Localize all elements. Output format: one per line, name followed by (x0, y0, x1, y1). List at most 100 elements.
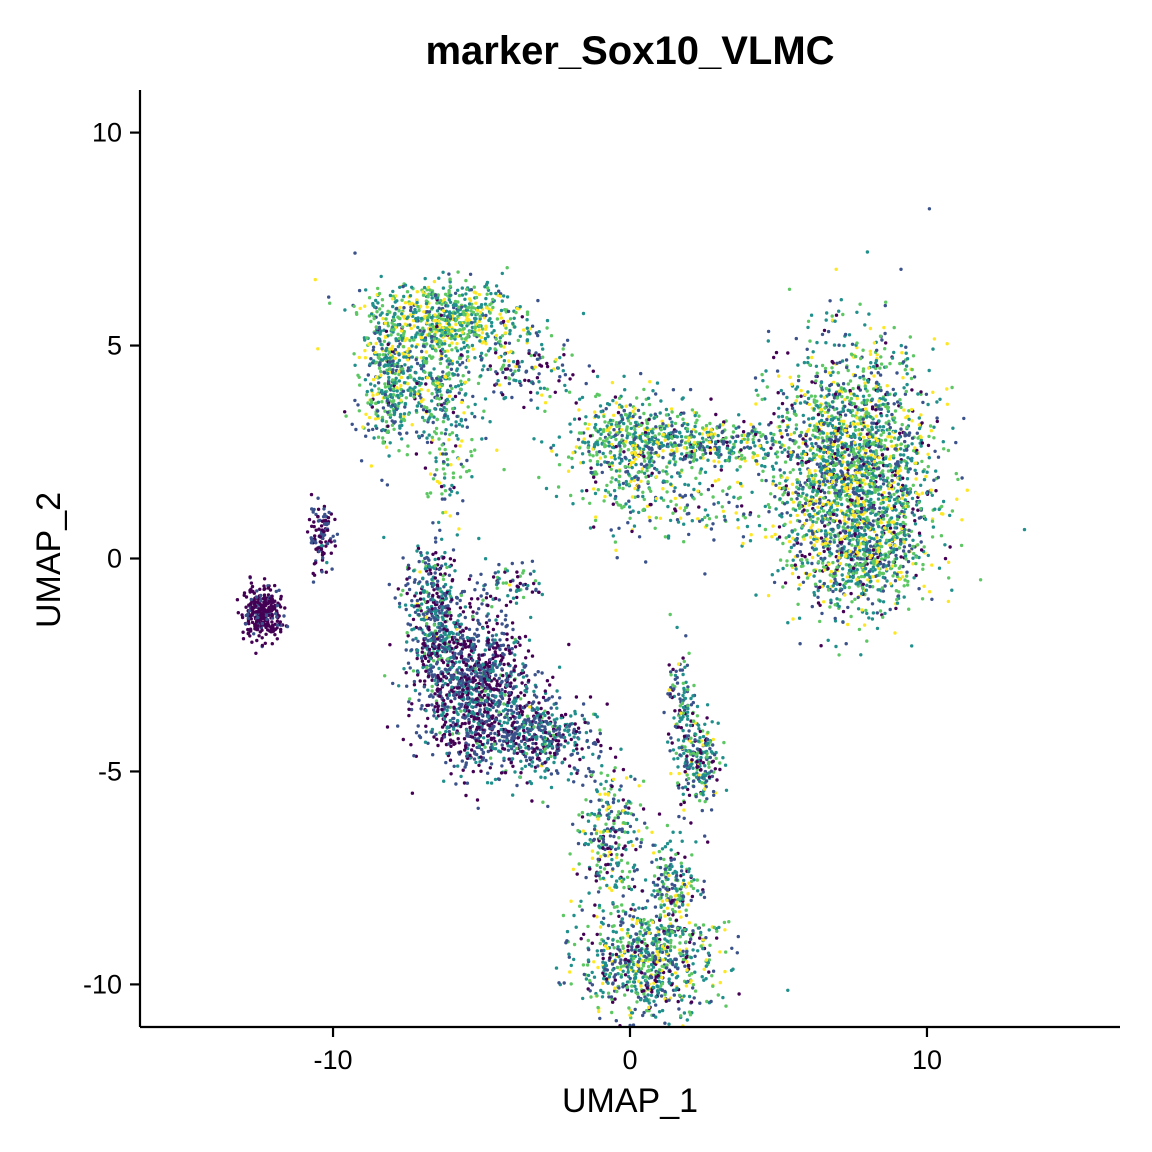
cell-point (317, 549, 321, 554)
cell-point (725, 446, 729, 450)
cell-point (611, 502, 615, 506)
cell-point (259, 593, 263, 598)
cell-point (853, 504, 857, 508)
cell-point (264, 632, 268, 636)
cell-point (628, 421, 633, 426)
cell-point (235, 598, 240, 602)
cell-point (903, 498, 907, 502)
cell-point (462, 326, 466, 331)
cell-point (603, 494, 607, 499)
cell-point (790, 530, 794, 534)
cell-point (644, 560, 648, 564)
cell-point (862, 503, 867, 507)
cell-point (580, 452, 585, 456)
cell-point (624, 439, 628, 444)
cell-point (460, 337, 464, 341)
cell-point (837, 653, 841, 657)
cell-point (863, 554, 867, 558)
cell-point (425, 305, 429, 309)
cell-point (631, 443, 635, 448)
cell-point (422, 430, 426, 434)
cell-point (450, 348, 454, 352)
cell-point (605, 460, 609, 465)
cell-point (414, 345, 418, 349)
cell-point (678, 457, 683, 461)
cell-point (832, 467, 836, 472)
cell-point (781, 419, 785, 423)
cell-point (835, 501, 839, 505)
cell-point (503, 352, 507, 356)
cell-point (454, 346, 458, 350)
cell-point (270, 642, 274, 646)
cell-point (878, 385, 882, 390)
cell-point (305, 530, 310, 534)
cell-point (802, 508, 806, 512)
cell-point (631, 409, 635, 414)
cell-point (647, 402, 652, 407)
cell-point (714, 515, 719, 519)
cell-point (847, 517, 851, 521)
cell-point (511, 321, 515, 326)
cell-point (609, 528, 613, 532)
cell-point (861, 542, 866, 546)
cell-point (822, 491, 827, 495)
cell-point (843, 522, 847, 526)
cell-point (411, 318, 416, 323)
cell-point (754, 459, 759, 463)
cell-point (454, 424, 458, 428)
cell-point (371, 393, 375, 397)
cell-point (760, 464, 764, 468)
cell-point (556, 485, 561, 489)
cell-point (855, 396, 859, 401)
cell-point (457, 422, 462, 427)
cell-point (853, 433, 857, 438)
cell-point (772, 432, 776, 437)
cell-point (461, 310, 465, 314)
cell-point (886, 563, 891, 567)
cell-point (367, 428, 371, 432)
cell-point (593, 491, 598, 496)
cell-point (435, 322, 439, 326)
cell-point (839, 298, 843, 302)
cell-point (470, 321, 474, 325)
cell-point (883, 331, 887, 336)
cell-point (318, 535, 322, 539)
cell-point (664, 413, 669, 417)
cell-point (357, 375, 361, 379)
cell-point (467, 378, 471, 382)
cell-point (781, 585, 785, 589)
cell-point (545, 387, 549, 391)
cell-point (827, 388, 831, 393)
cell-point (595, 374, 600, 379)
cell-point (389, 393, 393, 397)
cell-point (312, 520, 316, 524)
cell-point (250, 584, 255, 589)
cell-point (376, 409, 380, 413)
cell-point (391, 399, 396, 403)
cell-point (501, 319, 506, 324)
cell-point (503, 323, 507, 328)
cell-point (706, 487, 711, 492)
cell-point (917, 516, 922, 520)
cell-point (441, 317, 446, 322)
cell-point (320, 543, 324, 548)
cell-point (832, 343, 837, 347)
cell-point (598, 456, 603, 460)
cell-point (610, 380, 615, 385)
cell-point (602, 414, 606, 419)
cell-point (896, 400, 900, 404)
cell-point (677, 471, 681, 475)
cell-point (829, 536, 833, 540)
cell-point (467, 305, 471, 310)
cell-point (852, 518, 857, 522)
cell-point (821, 539, 825, 544)
cell-point (564, 388, 568, 393)
cell-point (448, 314, 452, 319)
cell-point (712, 459, 716, 463)
cell-point (645, 504, 650, 508)
cell-point (460, 330, 465, 334)
cell-point (366, 373, 370, 377)
cell-point (384, 420, 389, 424)
cell-point (550, 449, 554, 453)
cell-point (904, 504, 908, 509)
